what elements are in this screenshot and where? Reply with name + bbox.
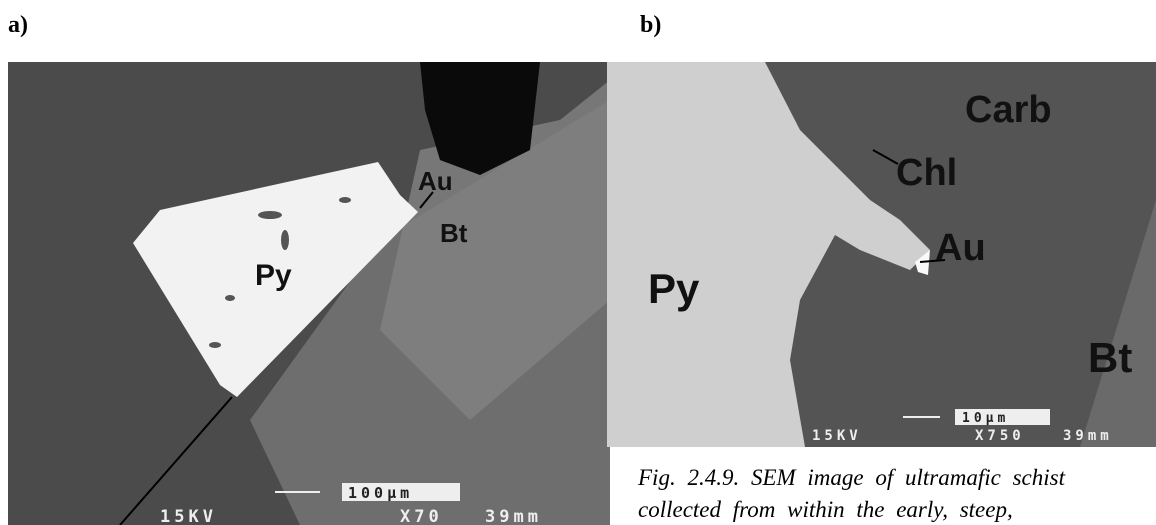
mineral-label: Bt (440, 218, 468, 248)
mineral-label: Carb (965, 89, 1052, 131)
mineral-label: Py (255, 259, 292, 292)
mineral-label: Au (935, 227, 986, 269)
mineral-label: Chl (896, 152, 957, 194)
scale-bar-label: 10µm (962, 411, 1009, 426)
mineral-label: Bt (1088, 334, 1132, 381)
sem-magnification: X70 (400, 507, 443, 525)
mineral-label: Au (418, 166, 453, 196)
sem-distance: 39mm (485, 507, 542, 525)
caption-line: Fig. 2.4.9. SEM image of ultramafic schi… (638, 465, 1065, 491)
sem-magnification: X750 (975, 428, 1025, 444)
sem-images: Au Bt Py 100µm 15KV X70 39mm Carb Chl Au… (0, 0, 1156, 525)
sem-voltage: 15KV (160, 507, 217, 525)
sem-image-b: Carb Chl Au Py Bt 10µm 15KV X750 39mm (607, 62, 1156, 447)
sem-image-a: Au Bt Py 100µm 15KV X70 39mm (8, 62, 610, 525)
mineral-label: Py (648, 265, 700, 312)
caption-line: collected from within the early, steep, (638, 497, 1013, 523)
sem-voltage: 15KV (812, 428, 862, 444)
scale-bar-label: 100µm (348, 484, 413, 502)
sem-distance: 39mm (1063, 428, 1113, 444)
figure: a) b) Au Bt Py 100µm 15KV X70 39mm (0, 0, 1156, 525)
